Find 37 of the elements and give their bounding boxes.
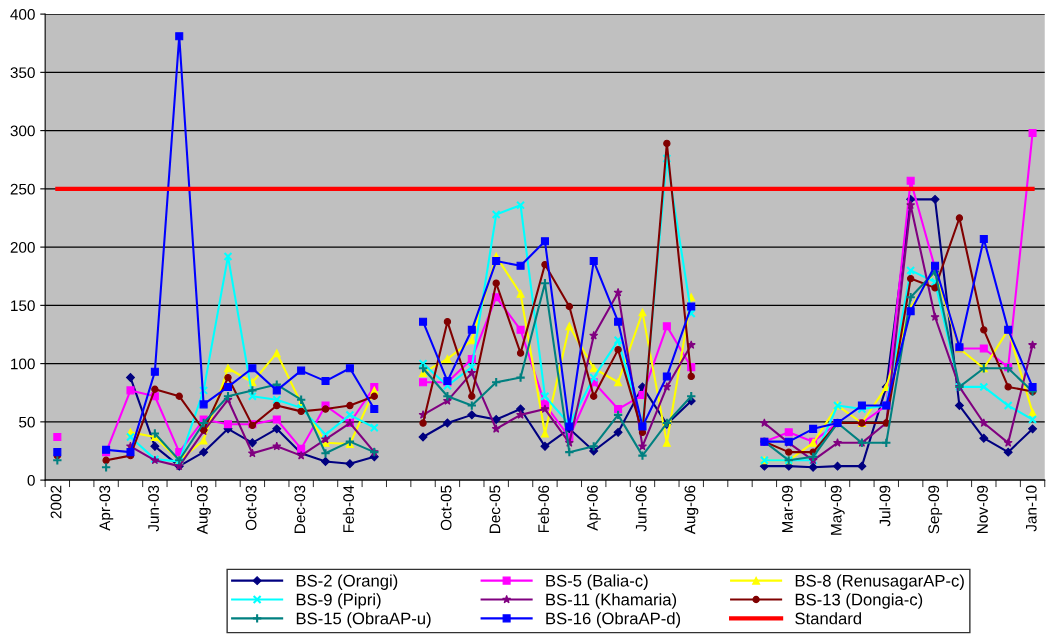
legend-label: BS-2 (Orangi) [296,574,398,590]
legend-label: BS-11 (Khamaria) [546,593,677,609]
x-tick-label: Dec-05 [489,485,501,533]
y-tick-label: 0 [27,474,35,486]
y-tick-label: 200 [10,241,35,253]
legend-label: BS-5 (Balia-c) [546,574,648,590]
x-tick-label: Feb-06 [537,485,550,533]
x-tick-label: Aug-06 [684,485,699,535]
x-tick-label: 2002 [50,485,62,519]
y-tick-label: 150 [11,300,35,312]
x-tick-label: Oct-05 [440,485,452,531]
y-tick-label: 100 [11,358,35,370]
legend-label: BS-15 (ObraAP-u) [296,612,431,628]
y-tick-label: 400 [10,8,35,20]
x-tick-label: Nov-09 [977,485,988,533]
y-tick-label: 50 [19,416,35,428]
x-tick-label: Mar-09 [782,485,793,533]
x-tick-label: Jun-03 [148,485,159,532]
x-tick-label: Jun-06 [635,485,647,532]
x-tick-label: Oct-03 [245,485,257,531]
legend-label: Standard [795,612,862,625]
x-tick-label: Feb-04 [342,485,355,533]
x-tick-label: Sep-09 [928,485,943,534]
legend-label: BS-13 (Dongia-c) [795,593,923,609]
x-tick-label: Dec-03 [294,485,306,533]
legend-label: BS-8 (RenusagarAP-c) [795,574,964,590]
y-tick-label: 300 [10,125,35,137]
x-tick-label: Apr-03 [99,485,114,531]
y-tick-label: 350 [10,67,35,79]
x-tick-label: Jan-10 [1025,485,1037,532]
x-tick-label: May-09 [830,485,845,535]
x-tick-label: Apr-06 [586,485,601,531]
legend-label: BS-9 (Pipri) [296,593,381,609]
legend-label: BS-16 (ObraAP-d) [546,612,681,628]
y-tick-label: 250 [10,183,35,195]
x-tick-label: Aug-03 [196,485,211,535]
x-tick-label: Jul-09 [879,485,891,527]
